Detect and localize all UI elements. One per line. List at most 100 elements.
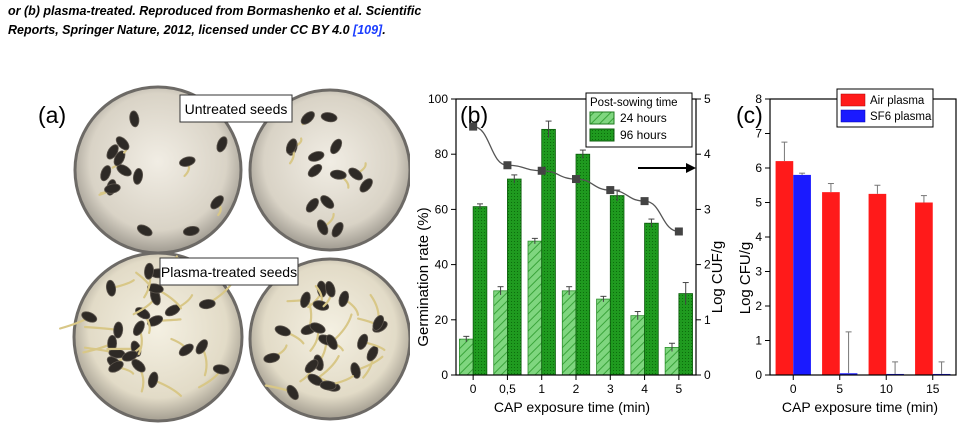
seed (182, 225, 200, 237)
bar-sf6 (839, 373, 858, 375)
seed (350, 362, 361, 379)
legend-swatch-air (840, 93, 866, 107)
seed (307, 164, 323, 178)
log-cfu-marker (503, 161, 512, 170)
seed (178, 343, 194, 357)
legend-swatch-96h (589, 128, 615, 142)
y2-tick-label: 4 (704, 147, 711, 161)
y-tick-label: 2 (755, 299, 762, 313)
seed (372, 315, 385, 331)
caption-text: Reports, Springer Nature, 2012, licensed… (8, 23, 354, 37)
x-tick-label: 5 (676, 382, 683, 396)
x-tick-label: 0 (790, 382, 797, 396)
panel-b-legend: Post-sowing time 24 hours 96 hours (585, 92, 693, 148)
seed (81, 311, 98, 323)
seed (113, 321, 124, 339)
seed (144, 262, 154, 280)
bar-24h (459, 338, 474, 376)
petri-dish-treated-left (72, 251, 244, 423)
log-cfu-marker (537, 166, 546, 175)
seed (113, 150, 126, 167)
panel-c-legend: Air plasma SF6 plasma (836, 88, 934, 128)
untreated-label: Untreated seeds (185, 101, 288, 117)
seed (330, 138, 343, 155)
x-tick-label: 0,5 (499, 382, 516, 396)
y-tick-label: 20 (435, 313, 449, 327)
seed (329, 169, 347, 180)
y-tick-label: 7 (755, 127, 762, 141)
y-tick-label: 8 (755, 92, 762, 106)
y2-tick-label: 3 (704, 202, 711, 216)
panel-b-chart: Germination rate (%) Log CUF/g CAP expos… (415, 92, 726, 415)
y2-tick-label: 2 (704, 258, 711, 272)
panel-b-y2label: Log CUF/g (709, 241, 726, 314)
seed (147, 371, 159, 389)
bar-24h (596, 298, 611, 376)
x-tick-label: 0 (470, 382, 477, 396)
bar-96h (507, 178, 522, 376)
bar-96h (541, 128, 556, 376)
seed (198, 299, 216, 310)
bar-96h (575, 153, 591, 376)
caption-line-2: Reports, Springer Nature, 2012, licensed… (8, 21, 958, 40)
legend-swatch-sf6 (840, 109, 866, 123)
y-tick-label: 4 (755, 230, 762, 244)
bar-air (775, 161, 794, 375)
bar-96h (678, 293, 693, 376)
panel-c-xlabel: CAP exposure time (min) (782, 399, 938, 415)
seed (216, 136, 228, 153)
seed (338, 290, 350, 308)
seed (309, 322, 326, 334)
seed (320, 112, 338, 123)
seed (304, 359, 319, 374)
y-tick-label: 80 (435, 147, 449, 161)
y-tick-label: 0 (755, 368, 762, 382)
y2-tick-label: 1 (704, 313, 711, 327)
y-tick-label: 6 (755, 161, 762, 175)
x-tick-label: 1 (538, 382, 545, 396)
treated-label: Plasma-treated seeds (161, 264, 297, 280)
y-tick-label: 40 (435, 258, 449, 272)
seed (320, 195, 335, 209)
seed (210, 195, 224, 210)
seed (179, 156, 196, 167)
bar-96h (472, 206, 488, 376)
seed (357, 333, 369, 350)
seed (325, 281, 336, 298)
seed (108, 360, 124, 373)
bar-24h (527, 240, 543, 376)
petri-dish-untreated-right (248, 88, 410, 252)
seed (285, 138, 298, 155)
bar-24h (561, 290, 577, 376)
plot-frame (455, 98, 697, 376)
reference-link[interactable]: [109] (353, 23, 383, 37)
seed (105, 279, 117, 297)
legend-label-sf6: SF6 plasma (870, 111, 932, 123)
seed (359, 178, 373, 193)
legend-label-24h: 24 hours (620, 111, 667, 125)
seed (147, 315, 164, 327)
bar-air (868, 193, 887, 375)
seed (263, 352, 280, 364)
seed (300, 111, 315, 125)
seed (132, 168, 144, 185)
caption-period: . (382, 23, 386, 37)
seed (104, 183, 121, 194)
seed (147, 283, 164, 294)
panel-c-letter: (c) (736, 102, 763, 128)
bar-sf6 (793, 174, 811, 375)
seed (212, 364, 230, 375)
bar-air (915, 202, 933, 375)
log-cfu-marker (606, 186, 615, 195)
y-tick-label: 3 (755, 265, 762, 279)
seed (305, 198, 319, 213)
legend-swatch-24h (589, 111, 615, 125)
seed (121, 350, 138, 362)
x-tick-label: 4 (641, 382, 648, 396)
seed (319, 380, 337, 391)
seeds (59, 110, 388, 401)
seed (348, 167, 363, 181)
log-cfu-marker (640, 197, 649, 206)
log-cfu-marker (572, 175, 580, 184)
seed (312, 300, 330, 311)
